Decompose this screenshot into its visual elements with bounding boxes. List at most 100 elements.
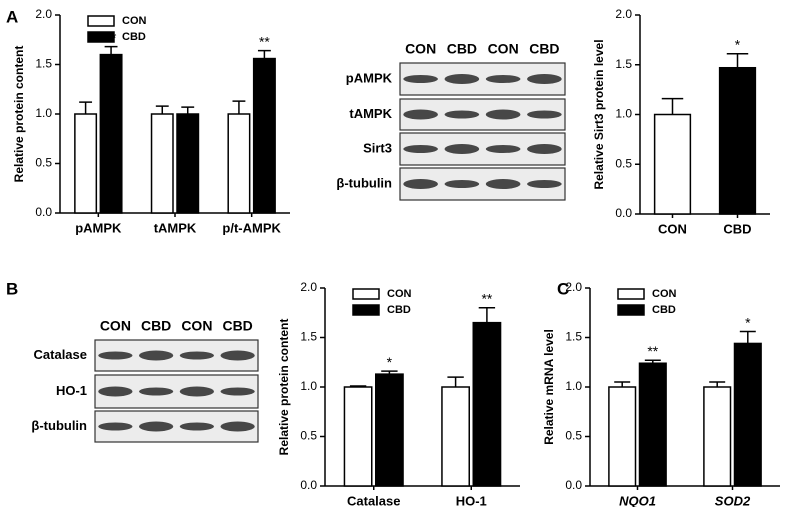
lane-label: CBD [222,318,252,334]
y-tick-label: 0.5 [615,156,632,170]
y-tick-label: 1.5 [35,57,52,71]
lane-label: CON [488,41,519,57]
blot-band [444,144,480,154]
bar [74,113,98,214]
blot-band [139,350,174,361]
lane-label: CON [100,318,131,334]
y-tick-label: 0.5 [35,156,52,170]
legend-swatch [352,288,380,300]
blot-band [98,386,133,397]
blot-band [179,386,214,397]
blot-band [403,145,438,153]
blot-band [527,74,562,84]
blot-band [444,74,480,84]
error-bar [381,370,398,375]
bar [638,362,667,487]
x-tick-label: pAMPK [75,220,122,235]
x-tick-label: SOD2 [715,493,751,507]
x-tick-label: CBD [723,221,751,236]
bar [227,113,251,214]
significance: * [735,37,741,53]
bar [733,342,762,487]
x-tick-label: HO-1 [456,493,487,507]
blot-row-label: β-tubulin [336,175,392,190]
lane-label: CBD [141,318,171,334]
bar [718,66,757,215]
legend-label: CON [652,288,677,300]
error-bar [181,106,195,114]
blot-band [220,421,255,432]
significance: ** [481,291,492,307]
y-tick-label: 0.0 [565,478,582,492]
error-bar [726,53,749,68]
blot-row-label: Sirt3 [363,140,392,155]
legend-swatch [617,288,645,300]
bar [441,386,471,487]
y-tick-label: 1.0 [300,379,317,393]
x-tick-label: CON [658,221,687,236]
error-bar [739,330,756,344]
legend-label: CBD [122,31,146,43]
y-tick-label: 2.0 [300,280,317,294]
y-tick-label: 2.0 [565,280,582,294]
blot-band [139,421,174,432]
significance: ** [647,343,658,359]
error-bar [155,105,169,114]
error-bar [447,376,464,387]
bar [608,386,637,487]
y-tick-label: 0.5 [565,429,582,443]
bar [252,57,276,214]
error-bar [661,97,684,115]
y-axis-label: Relative Sirt3 protein level [592,39,606,189]
x-tick-label: tAMPK [154,220,197,235]
y-tick-label: 2.0 [35,7,52,21]
y-tick-label: 1.5 [565,330,582,344]
lane-label: CBD [447,41,477,57]
blot-band [98,351,133,360]
blot-band [220,387,255,396]
y-tick-label: 1.0 [615,107,632,121]
blot-band [179,422,214,431]
legend-label: CON [387,288,412,300]
x-tick-label: p/t-AMPK [222,220,281,235]
panel-label: A [6,7,18,26]
y-axis-label: Relative protein content [12,46,26,183]
x-tick-label: Catalase [347,493,400,507]
blot-band [220,350,255,361]
y-tick-label: 0.5 [300,429,317,443]
legend-label: CON [122,15,147,27]
error-bar [709,381,726,387]
error-bar [232,100,246,114]
blot-band [527,110,562,119]
bar [150,113,174,214]
panel-label: B [6,279,18,298]
panel-label: C [557,279,569,298]
y-axis-label: Relative protein content [277,319,291,456]
legend-swatch [352,304,380,316]
y-axis-label: Relative mRNA level [542,329,556,445]
blot-band [444,110,480,119]
blot-band [485,179,521,189]
lane-label: CON [181,318,212,334]
y-tick-label: 0.0 [35,205,52,219]
blot-band [403,75,438,83]
blot-row-label: tAMPK [349,106,392,121]
blot-band [527,144,562,154]
error-bar [257,49,271,59]
error-bar [79,101,93,114]
lane-label: CON [405,41,436,57]
bar [176,113,200,214]
blot-band [139,387,174,396]
bar [343,386,373,487]
y-tick-label: 1.0 [565,379,582,393]
legend-label: CBD [387,304,411,316]
bar [99,53,123,214]
error-bar [614,381,631,387]
bar [653,113,692,215]
blot-band [527,180,562,188]
blot-band [403,109,438,120]
y-tick-label: 1.0 [35,106,52,120]
bar [472,321,502,487]
legend-swatch [617,304,645,316]
